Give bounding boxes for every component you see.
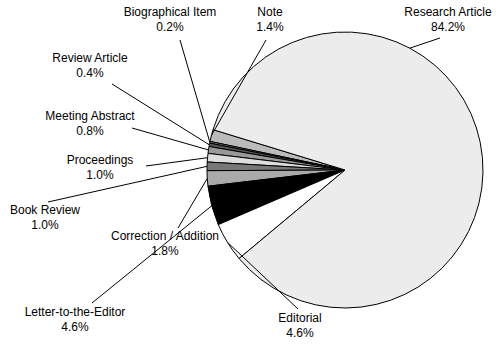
svg-text:0.8%: 0.8% [76, 124, 104, 138]
svg-text:4.6%: 4.6% [61, 320, 89, 334]
svg-text:4.6%: 4.6% [286, 326, 314, 340]
svg-text:1.4%: 1.4% [256, 20, 284, 34]
svg-text:1.0%: 1.0% [31, 218, 59, 232]
svg-text:Proceedings: Proceedings [67, 153, 134, 167]
svg-text:Biographical Item: Biographical Item [124, 5, 217, 19]
svg-text:Correction / Addition: Correction / Addition [111, 229, 219, 243]
svg-text:0.2%: 0.2% [156, 20, 184, 34]
svg-text:Book Review: Book Review [10, 203, 80, 217]
svg-text:Research Article: Research Article [404, 5, 492, 19]
svg-text:84.2%: 84.2% [431, 20, 465, 34]
svg-text:Letter-to-the-Editor: Letter-to-the-Editor [25, 305, 126, 319]
svg-text:Review Article: Review Article [52, 51, 128, 65]
svg-text:Meeting Abstract: Meeting Abstract [45, 109, 135, 123]
svg-text:Note: Note [257, 5, 283, 19]
svg-text:1.0%: 1.0% [86, 168, 114, 182]
svg-text:0.4%: 0.4% [76, 66, 104, 80]
svg-text:Editorial: Editorial [278, 311, 321, 325]
svg-text:1.8%: 1.8% [151, 244, 179, 258]
